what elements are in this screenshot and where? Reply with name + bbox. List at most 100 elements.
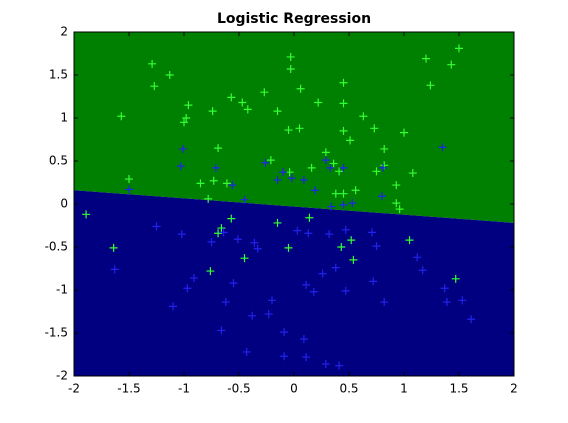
point [152,222,161,231]
point [273,175,282,184]
point [314,98,323,107]
point [438,143,447,152]
point [349,255,358,264]
point [369,277,378,286]
point [261,158,270,167]
point [214,144,223,153]
y-tick-label: -0.5 [45,240,68,254]
point [280,328,289,337]
point [214,229,223,238]
x-tick-label: 2 [510,382,518,396]
point [408,169,417,178]
point [273,107,282,116]
point [228,181,237,190]
point [372,167,381,176]
point [264,310,273,319]
points [82,44,476,370]
point [180,118,188,127]
point [339,126,348,135]
point [442,298,451,307]
point [337,243,346,251]
point [422,54,430,63]
point [207,237,216,246]
axes: -2 -1.5 -1 -0.5 0 0.5 1 1.5 2 -2 -1.5 -1 -0.5 0 0.5 1 1.… [45,25,518,396]
point [229,279,238,288]
point [204,194,213,203]
point [335,361,344,370]
point [321,359,330,368]
point [392,199,401,208]
point [304,229,313,238]
point [380,298,389,307]
point [238,98,247,107]
point [346,136,355,145]
chart-title: Logistic Regression [217,11,371,27]
point [109,243,118,252]
point [299,175,308,184]
point [222,179,231,188]
point [339,189,348,198]
point [279,168,287,177]
point [125,175,133,184]
y-tick-label: -2 [56,369,68,383]
x-tick-label: 0 [290,382,298,396]
point [400,128,408,137]
point [280,352,289,361]
point [440,284,449,293]
point [372,242,381,251]
point [250,238,259,247]
region-above [74,32,514,223]
point [326,163,335,172]
point [455,44,463,53]
point [287,174,296,183]
point [418,266,427,275]
point [284,243,293,252]
point [169,302,177,311]
y-tick-label: -1.5 [45,326,68,340]
y-tick-label: 1 [60,111,68,125]
point [178,144,187,153]
point [189,273,198,282]
point [325,230,334,239]
point [284,126,293,135]
x-tick-label: 1.5 [449,382,468,396]
point [183,284,192,293]
point [405,236,414,245]
point [392,181,401,190]
point [125,185,133,194]
point [227,93,236,102]
x-tick-label: 0.5 [339,382,358,396]
point [341,286,350,295]
y-tick-label: 2 [60,25,68,39]
x-tick-label: -0.5 [227,382,250,396]
y-tick-label: 0 [60,197,68,211]
point [286,64,295,73]
point [307,163,316,172]
point [321,148,330,157]
point [273,218,282,227]
point [221,298,230,307]
point [177,230,186,239]
point [293,226,302,235]
point [331,189,340,198]
point [233,235,242,244]
point [165,71,174,79]
point [413,253,422,262]
point [209,176,218,185]
point [266,156,275,165]
point [321,156,330,165]
point [368,228,377,237]
point [219,228,228,237]
point [240,254,249,263]
point [451,274,460,283]
point [260,88,269,97]
y-tick-label: 1.5 [49,68,68,82]
y-tick-label: -1 [56,283,68,297]
point [196,179,205,188]
y-tick-label: 0.5 [49,154,68,168]
point [208,107,217,116]
point [296,84,305,93]
point [248,311,257,320]
point [341,225,350,234]
point [380,144,389,153]
